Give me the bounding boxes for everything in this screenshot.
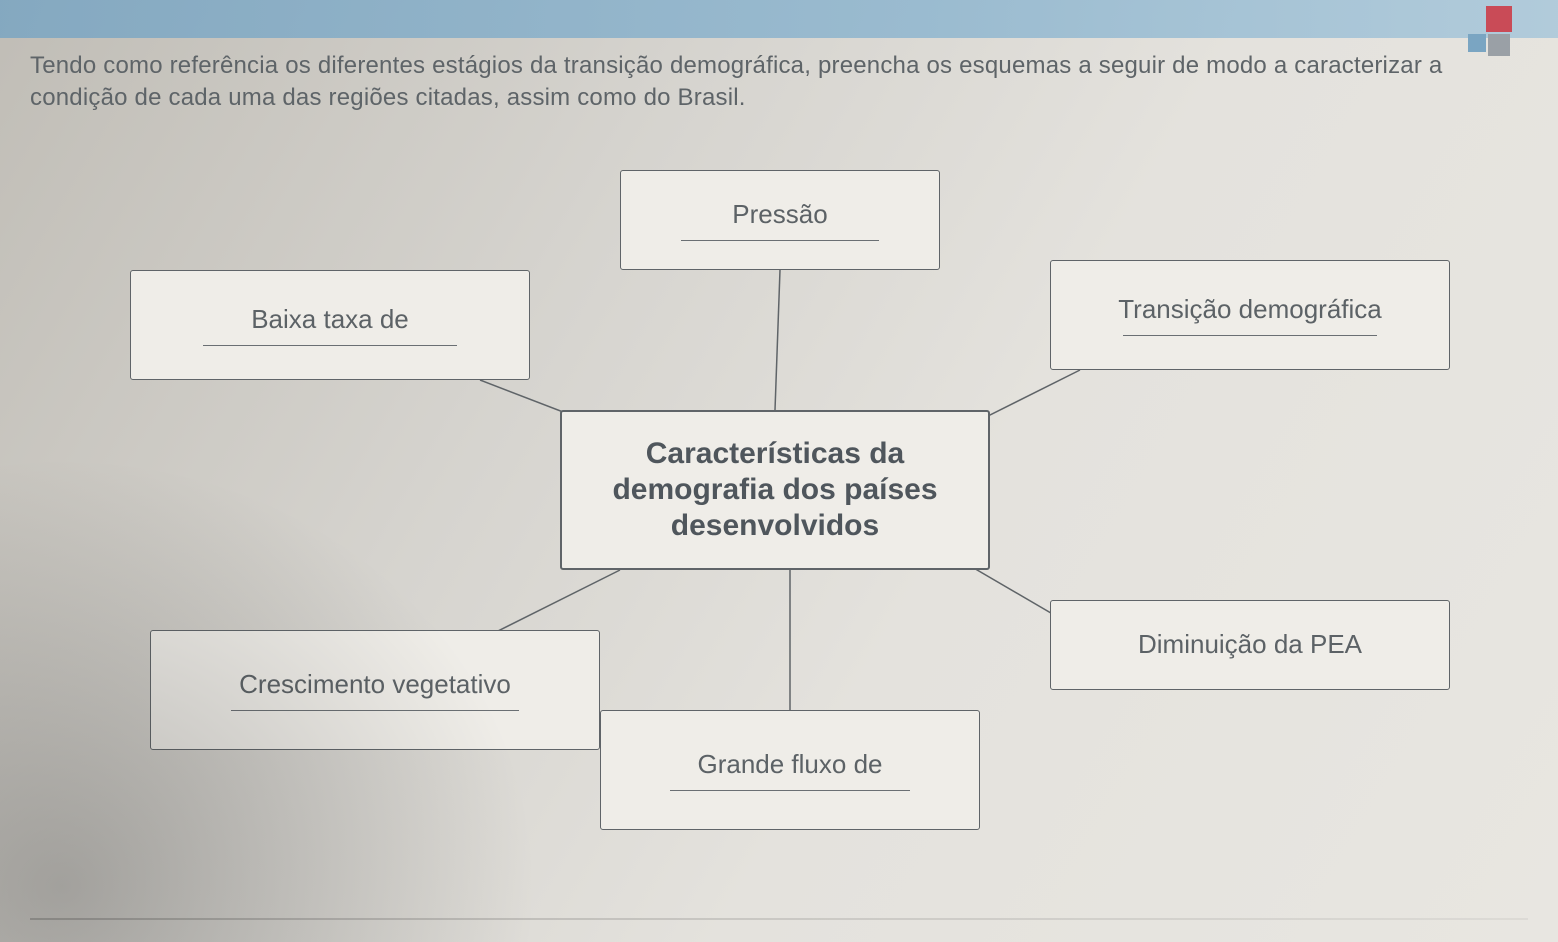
node-bottom-left: Crescimento vegetativo (150, 630, 600, 750)
blank-line[interactable] (681, 240, 878, 241)
node-top-right: Transição demográfica (1050, 260, 1450, 370)
blank-line[interactable] (231, 710, 519, 711)
page: Tendo como referência os diferentes está… (0, 0, 1558, 942)
top-bar (0, 0, 1558, 38)
node-bl-label: Crescimento vegetativo (239, 669, 511, 700)
prompt-text: Tendo como referência os diferentes está… (30, 50, 1458, 115)
node-top: Pressão (620, 170, 940, 270)
node-bc-label: Grande fluxo de (697, 749, 882, 780)
node-bottom-right: Diminuição da PEA (1050, 600, 1450, 690)
node-top-label: Pressão (732, 199, 827, 230)
concept-map: Características da demografia dos países… (0, 150, 1558, 902)
blank-line[interactable] (670, 790, 909, 791)
blank-line[interactable] (1123, 335, 1376, 336)
corner-icon (1468, 6, 1528, 66)
bottom-rule (30, 918, 1528, 920)
node-br-label: Diminuição da PEA (1138, 629, 1362, 660)
node-center: Características da demografia dos países… (560, 410, 990, 570)
blank-line[interactable] (203, 345, 456, 346)
node-center-label: Características da demografia dos países… (612, 436, 937, 544)
node-tl-label: Baixa taxa de (251, 304, 409, 335)
node-bottom-center: Grande fluxo de (600, 710, 980, 830)
node-tr-label: Transição demográfica (1118, 294, 1382, 325)
node-top-left: Baixa taxa de (130, 270, 530, 380)
